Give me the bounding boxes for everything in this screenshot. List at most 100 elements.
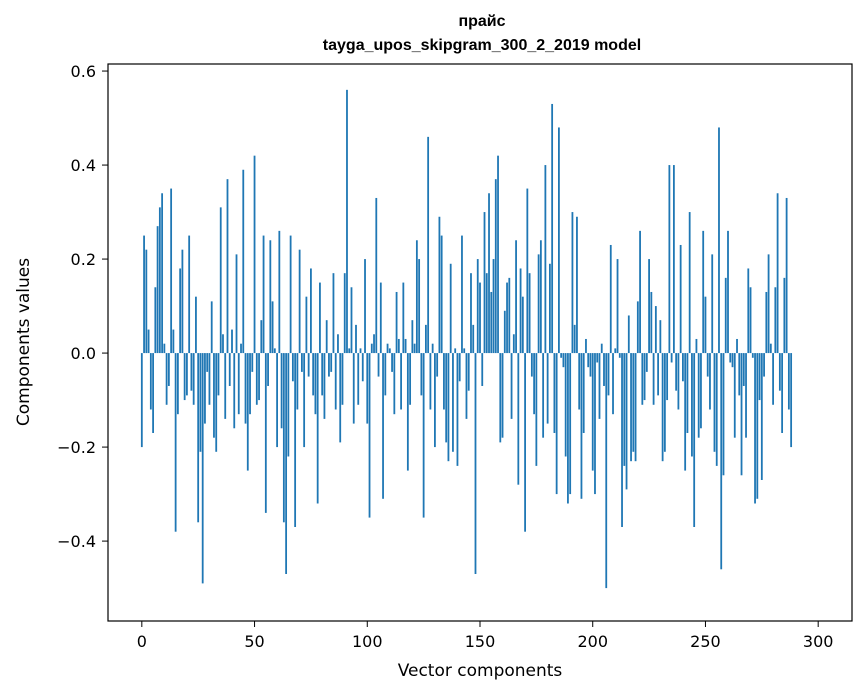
bar-component-270 [749, 287, 752, 354]
bar-component-97 [359, 348, 362, 354]
bar-component-20 [186, 353, 188, 396]
x-axis-label: Vector components [398, 661, 563, 681]
bar-component-242 [686, 353, 689, 433]
bar-component-268 [745, 353, 747, 438]
bar-component-19 [183, 353, 186, 401]
bar-component-164 [510, 353, 513, 419]
bar-component-75 [310, 268, 312, 354]
bar-component-89 [341, 353, 344, 405]
bar-component-165 [512, 334, 515, 354]
bar-component-286 [785, 197, 788, 354]
y-axis-ticks: −0.4 −0.2 0.0 0.2 0.4 0.6 [57, 62, 108, 551]
bar-component-78 [316, 353, 319, 504]
y-tick-label: 0.2 [71, 250, 96, 269]
chart-title-line1: прайс [458, 13, 505, 30]
bar-component-121 [413, 343, 416, 354]
y-axis-label: Components values [14, 258, 34, 426]
bar-component-184 [555, 353, 558, 495]
bar-component-283 [778, 353, 781, 391]
bar-component-125 [422, 353, 425, 518]
bar-component-279 [769, 343, 772, 354]
bar-component-221 [639, 230, 641, 354]
bar-component-252 [709, 353, 711, 410]
bar-component-153 [485, 273, 488, 354]
bar-component-101 [368, 353, 371, 518]
bar-component-141 [458, 353, 461, 382]
bar-component-49 [251, 353, 254, 372]
bar-component-123 [418, 259, 421, 354]
bar-component-6 [154, 287, 157, 354]
bar-component-28 [204, 353, 206, 424]
bar-component-47 [246, 353, 249, 471]
bar-component-233 [666, 353, 669, 401]
bar-component-177 [539, 240, 542, 354]
bar-component-192 [573, 324, 576, 354]
plot-frame [107, 63, 853, 622]
bar-component-62 [280, 353, 283, 429]
bar-component-70 [298, 249, 301, 354]
bar-component-163 [508, 277, 511, 354]
x-tick-label: 100 [352, 632, 383, 651]
bar-component-69 [296, 353, 299, 410]
bar-component-209 [612, 353, 614, 415]
bar-component-232 [663, 353, 666, 452]
y-tick-label: 0.6 [71, 62, 96, 81]
bar-component-259 [724, 277, 727, 354]
bar-component-24 [195, 296, 197, 354]
bar-component-45 [242, 169, 245, 354]
bar-component-220 [636, 301, 639, 354]
bar-component-285 [783, 277, 786, 354]
bar-component-257 [720, 353, 723, 570]
bar-component-250 [704, 296, 707, 354]
bar-component-179 [544, 165, 547, 354]
chart-title-line2: tayga_upos_skipgram_300_2_2019 model [323, 37, 641, 54]
bar-component-83 [328, 353, 330, 377]
bar-component-80 [321, 353, 324, 396]
bar-component-237 [675, 353, 678, 391]
bar-component-21 [188, 235, 191, 354]
bar-component-42 [235, 254, 238, 354]
bar-component-271 [751, 353, 754, 358]
bar-component-206 [605, 353, 608, 589]
bar-component-214 [623, 353, 626, 466]
bar-component-66 [289, 235, 292, 354]
bar-component-229 [657, 353, 660, 396]
bar-component-148 [474, 353, 477, 574]
bar-component-183 [553, 353, 556, 433]
bar-component-57 [269, 240, 272, 354]
bar-component-256 [718, 127, 720, 354]
bar-component-133 [440, 235, 443, 354]
bar-component-277 [765, 291, 768, 354]
bar-component-276 [763, 353, 765, 377]
bar-component-64 [285, 353, 288, 574]
bar-component-91 [346, 89, 348, 354]
bar-component-95 [355, 324, 357, 354]
bar-component-189 [567, 353, 569, 504]
bar-component-240 [682, 353, 684, 382]
bar-component-36 [222, 334, 224, 354]
bar-component-67 [291, 353, 294, 382]
bar-component-239 [679, 244, 682, 354]
bar-component-178 [542, 353, 545, 438]
bar-component-52 [258, 353, 260, 401]
bar-component-236 [672, 165, 675, 354]
bar-component-38 [226, 179, 229, 354]
bar-component-142 [461, 235, 463, 354]
bar-component-281 [774, 287, 777, 354]
bar-component-85 [332, 273, 335, 354]
bar-component-267 [742, 353, 745, 386]
bar-component-140 [456, 353, 459, 466]
bar-component-241 [684, 353, 687, 471]
bar-component-262 [731, 353, 734, 368]
bar-component-161 [503, 310, 506, 354]
bar-component-278 [767, 254, 770, 354]
bar-component-187 [562, 353, 565, 368]
bar-component-168 [519, 268, 522, 354]
x-axis-ticks: 0 50 100 150 200 250 300 [137, 621, 833, 651]
bar-component-135 [445, 353, 448, 443]
bar-component-215 [625, 353, 628, 490]
bar-component-143 [463, 348, 466, 354]
bar-component-243 [688, 212, 691, 354]
bar-component-22 [190, 353, 193, 391]
bar-component-10 [163, 343, 166, 354]
